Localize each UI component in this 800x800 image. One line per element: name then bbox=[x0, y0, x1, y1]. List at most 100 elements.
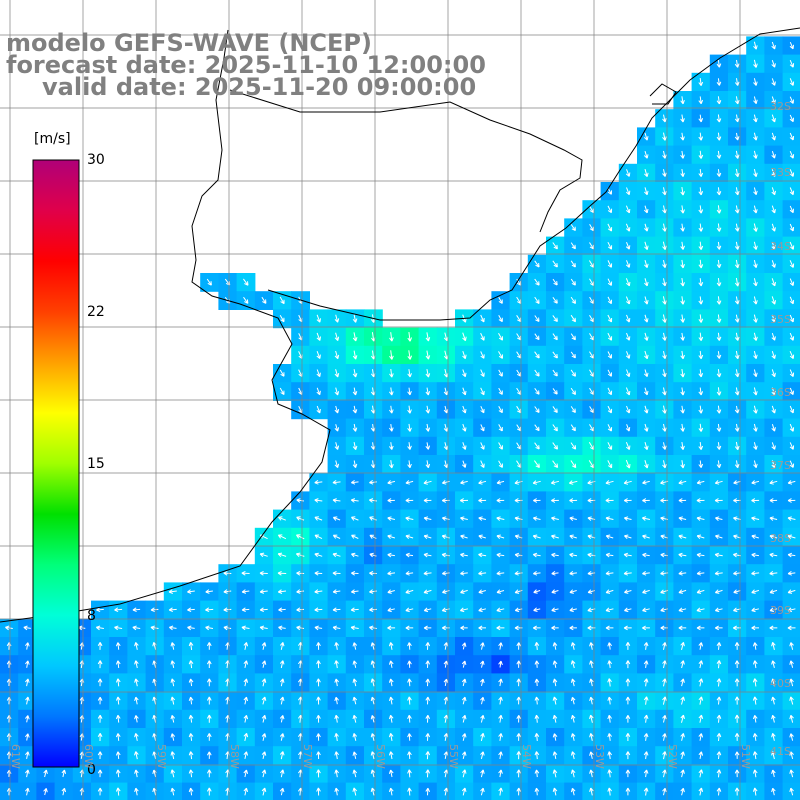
wind-arrow bbox=[787, 570, 796, 576]
wind-arrow bbox=[496, 625, 505, 631]
wind-arrow bbox=[642, 552, 650, 558]
wind-arrow bbox=[388, 678, 394, 687]
wind-arrow bbox=[352, 405, 358, 414]
wind-arrow bbox=[734, 132, 740, 141]
wind-arrow bbox=[405, 589, 414, 594]
wind-arrow bbox=[425, 387, 431, 396]
wind-arrow bbox=[534, 388, 540, 395]
wind-arrow bbox=[789, 278, 795, 286]
wind-arrow bbox=[206, 714, 212, 723]
wind-arrow bbox=[334, 769, 339, 778]
wind-arrow bbox=[134, 642, 139, 650]
wind-arrow bbox=[771, 442, 776, 450]
wind-arrow bbox=[334, 314, 340, 323]
wind-arrow bbox=[662, 369, 667, 378]
wind-arrow bbox=[643, 751, 649, 760]
wind-arrow bbox=[405, 625, 414, 631]
wind-arrow bbox=[753, 168, 758, 178]
wind-arrow bbox=[753, 387, 758, 396]
wind-arrow bbox=[680, 423, 685, 432]
wind-arrow bbox=[698, 733, 704, 741]
wind-arrow bbox=[478, 570, 487, 576]
wind-arrow bbox=[734, 678, 740, 687]
wind-arrow bbox=[734, 78, 740, 86]
wind-arrow bbox=[734, 59, 740, 68]
wind-arrow bbox=[696, 589, 705, 594]
wind-arrow bbox=[716, 696, 722, 705]
wind-arrow bbox=[534, 660, 540, 668]
wind-arrow bbox=[680, 314, 685, 323]
wind-arrow bbox=[115, 696, 121, 705]
wind-arrow bbox=[734, 405, 740, 414]
wind-arrow bbox=[388, 387, 394, 396]
wind-arrow bbox=[552, 388, 558, 395]
wind-arrow bbox=[789, 169, 795, 177]
wind-arrow bbox=[714, 570, 723, 576]
wind-arrow bbox=[662, 223, 667, 232]
wind-arrow bbox=[443, 751, 449, 759]
wind-arrow bbox=[532, 534, 541, 539]
wind-arrow bbox=[296, 570, 305, 576]
wind-arrow bbox=[625, 169, 631, 177]
wind-arrow bbox=[498, 751, 503, 759]
wind-arrow bbox=[498, 678, 503, 687]
wind-arrow bbox=[680, 460, 685, 469]
wind-arrow bbox=[625, 459, 631, 469]
wind-arrow bbox=[461, 678, 467, 687]
wind-arrow bbox=[498, 733, 503, 741]
wind-arrow bbox=[680, 223, 685, 232]
wind-arrow bbox=[589, 642, 594, 650]
wind-arrow bbox=[733, 480, 741, 485]
wind-arrow bbox=[678, 552, 687, 558]
wind-arrow bbox=[625, 769, 631, 778]
wind-arrow bbox=[569, 516, 577, 521]
wind-arrow bbox=[205, 607, 214, 613]
wind-arrow bbox=[97, 642, 103, 650]
wind-arrow bbox=[425, 460, 431, 469]
wind-arrow bbox=[716, 769, 722, 778]
wind-arrow bbox=[605, 498, 614, 503]
wind-arrow bbox=[771, 60, 776, 68]
wind-arrow bbox=[607, 405, 613, 414]
wind-arrow bbox=[716, 132, 722, 141]
wind-arrow bbox=[752, 751, 758, 760]
wind-arrow bbox=[351, 552, 359, 558]
wind-arrow bbox=[678, 607, 687, 613]
wind-arrow bbox=[734, 751, 740, 759]
wind-arrow bbox=[370, 715, 376, 723]
wind-arrow bbox=[625, 242, 631, 250]
wind-arrow bbox=[716, 351, 722, 359]
latitude-label: 35S bbox=[770, 313, 791, 326]
wind-arrow bbox=[607, 332, 613, 341]
wind-arrow bbox=[316, 642, 321, 650]
wind-arrow bbox=[350, 625, 359, 631]
wind-arrow bbox=[589, 296, 594, 304]
wind-arrow bbox=[425, 423, 431, 432]
wind-arrow bbox=[97, 732, 103, 742]
wind-arrow bbox=[277, 534, 287, 540]
wind-arrow bbox=[205, 589, 213, 594]
wind-arrow bbox=[680, 259, 685, 269]
wind-arrow bbox=[789, 187, 795, 196]
wind-arrow bbox=[789, 78, 795, 86]
wind-arrow bbox=[43, 788, 48, 796]
wind-arrow bbox=[607, 260, 613, 268]
wind-arrow bbox=[771, 187, 776, 196]
wind-arrow bbox=[552, 333, 558, 341]
wind-arrow bbox=[206, 660, 212, 668]
wind-arrow bbox=[589, 224, 594, 232]
wind-arrow bbox=[715, 534, 723, 540]
wind-arrow bbox=[550, 480, 560, 485]
wind-arrow bbox=[570, 769, 576, 778]
wind-arrow bbox=[532, 625, 541, 631]
wind-arrow bbox=[405, 534, 414, 539]
wind-arrow bbox=[644, 241, 649, 250]
wind-arrow bbox=[698, 169, 704, 177]
wind-arrow bbox=[644, 168, 649, 178]
wind-arrow bbox=[223, 589, 232, 594]
wind-arrow bbox=[570, 369, 576, 377]
wind-arrow bbox=[716, 78, 722, 86]
wind-arrow bbox=[205, 625, 214, 631]
wind-arrow bbox=[789, 733, 794, 741]
wind-arrow bbox=[441, 625, 450, 631]
